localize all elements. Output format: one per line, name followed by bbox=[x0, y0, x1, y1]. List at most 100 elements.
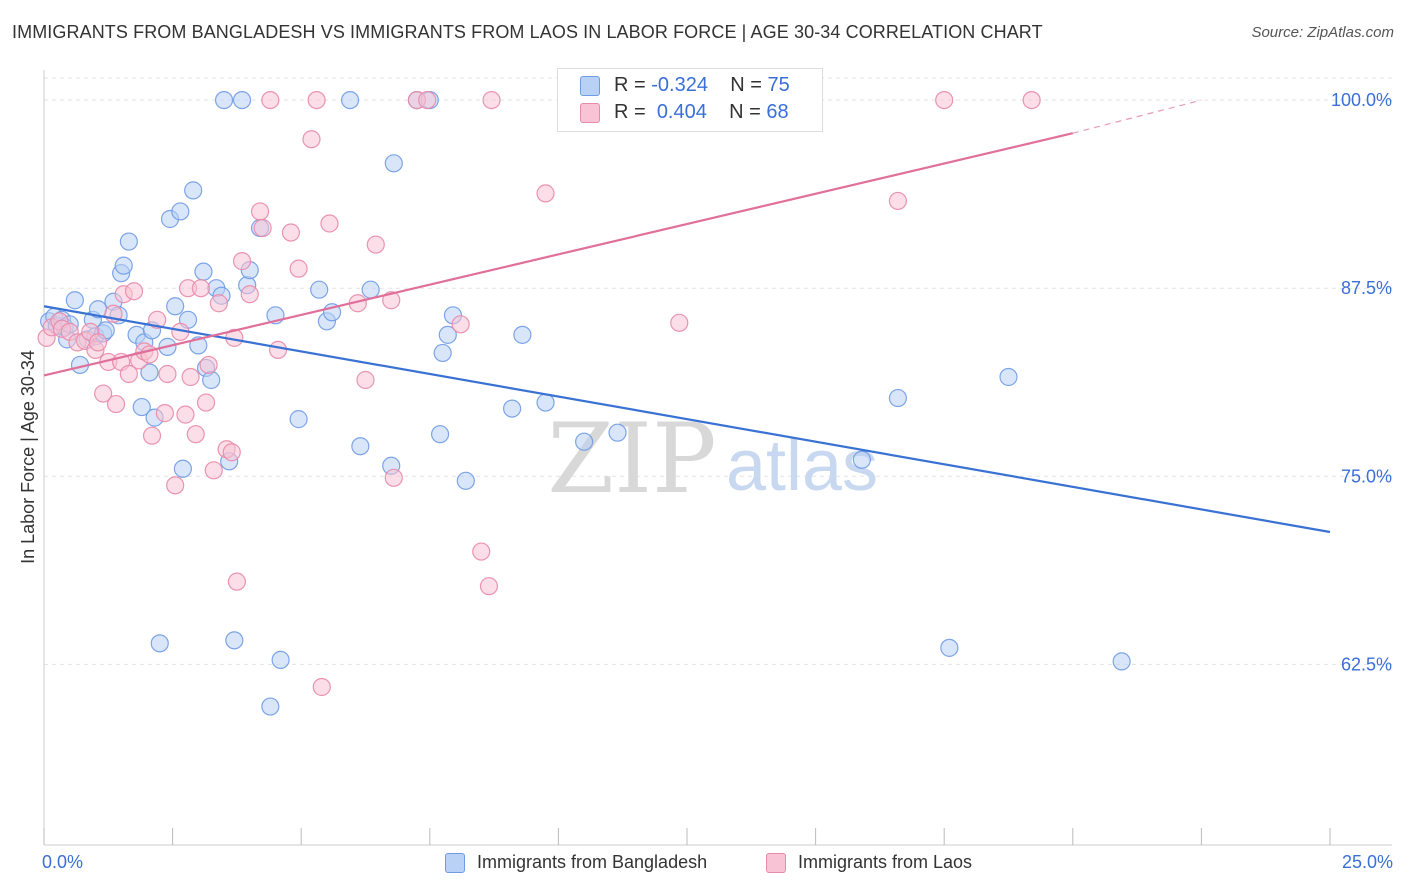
bangladesh-point bbox=[225, 631, 244, 650]
bangladesh-point bbox=[536, 393, 555, 412]
legend-r-label: R = bbox=[614, 74, 646, 96]
laos-point bbox=[382, 291, 401, 310]
laos-point bbox=[166, 476, 185, 495]
laos-point bbox=[479, 577, 499, 596]
bangladesh-point bbox=[173, 459, 192, 478]
bangladesh-point bbox=[150, 634, 169, 653]
correlation-legend: R = -0.324 N = 75 R = 0.404 N = 68 bbox=[557, 68, 823, 132]
bangladesh-point bbox=[940, 638, 959, 657]
bangladesh-point bbox=[888, 388, 908, 408]
laos-point bbox=[312, 677, 331, 697]
watermark-atlas: atlas bbox=[726, 426, 878, 506]
laos-point bbox=[482, 90, 501, 110]
x-tick-label-max: 25.0% bbox=[1342, 852, 1393, 872]
laos-point bbox=[536, 184, 555, 203]
bangladesh-point bbox=[119, 232, 138, 251]
grid-lines bbox=[44, 77, 1392, 665]
laos-point bbox=[88, 333, 108, 352]
chart-title: IMMIGRANTS FROM BANGLADESH VS IMMIGRANTS… bbox=[12, 22, 1043, 42]
y-axis-label: In Labor Force | Age 30-34 bbox=[18, 350, 38, 564]
laos-point bbox=[356, 370, 375, 390]
bangladesh-point bbox=[433, 343, 452, 363]
legend-n-label: N = bbox=[729, 101, 761, 123]
bangladesh-point bbox=[132, 397, 151, 417]
bangladesh-point bbox=[438, 325, 457, 344]
series-name-laos: Immigrants from Laos bbox=[798, 852, 973, 872]
laos-point bbox=[158, 364, 177, 384]
laos-point bbox=[307, 90, 326, 110]
pink-swatch-icon bbox=[766, 853, 786, 873]
laos-point bbox=[268, 340, 288, 360]
bangladesh-point bbox=[194, 262, 213, 281]
bangladesh-point bbox=[351, 437, 370, 456]
legend-n-value-bangladesh: 75 bbox=[767, 74, 790, 96]
bangladesh-point bbox=[289, 410, 308, 429]
laos-point bbox=[106, 394, 126, 414]
laos-point bbox=[366, 235, 385, 254]
bangladesh-point bbox=[166, 297, 185, 316]
y-tick-label: 100.0% bbox=[1331, 90, 1392, 110]
bangladesh-point bbox=[430, 425, 450, 444]
bangladesh-point bbox=[171, 202, 190, 221]
laos-point bbox=[181, 367, 200, 387]
blue-swatch-icon bbox=[580, 76, 600, 96]
data-points bbox=[37, 90, 1131, 716]
y-tick-label: 75.0% bbox=[1341, 466, 1392, 486]
legend-r-value-laos: 0.404 bbox=[656, 101, 707, 123]
laos-point bbox=[124, 282, 144, 301]
laos-trend-line bbox=[43, 132, 1074, 377]
laos-point bbox=[888, 191, 908, 211]
laos-point bbox=[196, 393, 216, 412]
laos-trend-extension bbox=[1072, 99, 1202, 134]
legend-n-value-laos: 68 bbox=[766, 101, 789, 123]
laos-point bbox=[191, 279, 210, 298]
bangladesh-point bbox=[384, 154, 403, 173]
laos-point bbox=[1022, 90, 1041, 110]
laos-point bbox=[250, 202, 270, 221]
laos-point bbox=[204, 461, 223, 480]
laos-point bbox=[199, 355, 218, 375]
legend-n-label: N = bbox=[730, 74, 762, 96]
trend-lines bbox=[43, 99, 1331, 534]
laos-point bbox=[148, 310, 167, 329]
watermark-zip: ZIP bbox=[547, 403, 716, 515]
laos-point bbox=[227, 572, 246, 591]
laos-point bbox=[418, 90, 437, 110]
bangladesh-point bbox=[114, 256, 133, 275]
laos-point bbox=[384, 468, 403, 487]
legend-r-value-bangladesh: -0.324 bbox=[651, 74, 708, 96]
laos-point bbox=[253, 218, 272, 238]
laos-point bbox=[302, 130, 321, 149]
bangladesh-point bbox=[456, 471, 475, 490]
laos-point bbox=[670, 313, 689, 332]
laos-point bbox=[935, 90, 954, 110]
y-tick-label: 87.5% bbox=[1341, 278, 1392, 298]
bangladesh-point bbox=[202, 370, 221, 390]
axes bbox=[43, 70, 1392, 846]
laos-point bbox=[222, 443, 241, 462]
x-tick-label-min: 0.0% bbox=[42, 852, 83, 872]
bangladesh-point bbox=[140, 363, 159, 382]
bangladesh-trend-line bbox=[43, 305, 1331, 534]
laos-point bbox=[209, 294, 228, 313]
bangladesh-point bbox=[65, 291, 84, 310]
bangladesh-point bbox=[271, 650, 290, 670]
bangladesh-point bbox=[575, 432, 594, 451]
bangladesh-point bbox=[999, 367, 1018, 387]
legend-r-label: R = bbox=[614, 101, 646, 123]
laos-point bbox=[281, 223, 301, 242]
laos-point bbox=[176, 405, 195, 424]
bangladesh-point bbox=[310, 280, 329, 299]
bangladesh-point bbox=[503, 399, 522, 418]
laos-point bbox=[289, 259, 308, 278]
y-tick-label: 62.5% bbox=[1341, 654, 1392, 674]
laos-point bbox=[155, 404, 174, 423]
laos-point bbox=[186, 425, 205, 444]
laos-point bbox=[472, 542, 491, 561]
bangladesh-point bbox=[340, 90, 360, 110]
laos-point bbox=[142, 426, 162, 445]
laos-point bbox=[240, 285, 259, 304]
blue-swatch-icon bbox=[445, 853, 465, 873]
laos-point bbox=[94, 384, 113, 403]
